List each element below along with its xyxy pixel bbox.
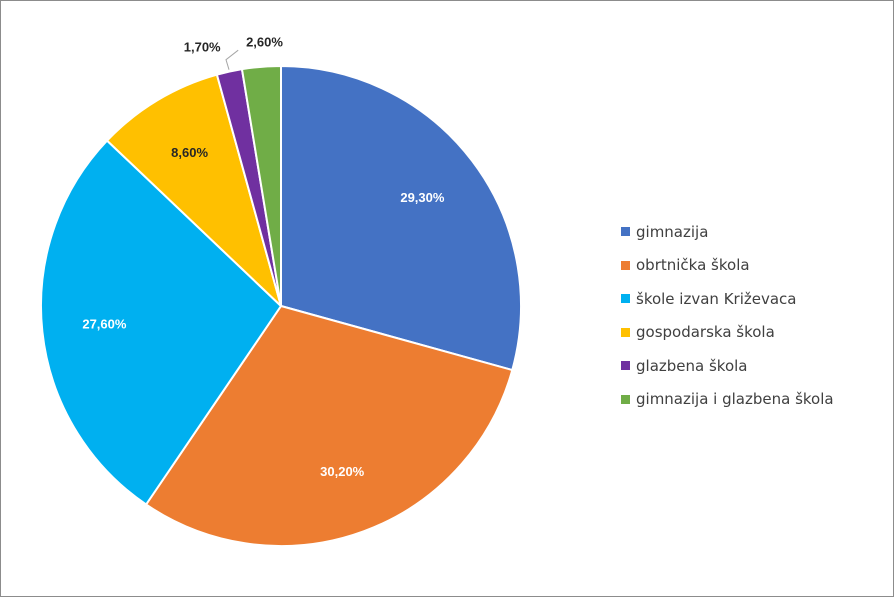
legend-item: škole izvan Križevaca xyxy=(621,282,834,316)
slice-label: 8,60% xyxy=(171,145,208,160)
leader-line xyxy=(225,49,239,70)
legend-item: gimnazija xyxy=(621,215,834,249)
slice-label: 29,30% xyxy=(400,190,445,205)
slice-label: 1,70% xyxy=(184,40,221,55)
pie-slice xyxy=(240,65,282,307)
legend-label: gimnazija i glazbena škola xyxy=(636,390,834,409)
slice-label: 2,60% xyxy=(246,34,283,49)
legend-label: glazbena škola xyxy=(636,356,748,375)
legend-swatch xyxy=(621,361,630,371)
legend-swatch xyxy=(621,394,630,404)
pie-slice xyxy=(145,305,514,547)
legend-swatch xyxy=(621,227,630,237)
slice-label: 27,60% xyxy=(82,316,127,331)
pie-slice xyxy=(280,65,522,372)
legend-item: gospodarska škola xyxy=(621,316,834,350)
pie-slice xyxy=(40,139,282,506)
legend-swatch xyxy=(621,260,630,270)
slice-label: 30,20% xyxy=(320,464,365,479)
legend-swatch xyxy=(621,327,630,337)
legend-label: obrtnička škola xyxy=(636,256,750,275)
pie-slice xyxy=(106,73,282,307)
legend-label: škole izvan Križevaca xyxy=(636,289,797,308)
legend-label: gimnazija xyxy=(636,222,709,241)
legend: gimnazija obrtnička škola škole izvan Križ… xyxy=(621,215,834,416)
legend-label: gospodarska škola xyxy=(636,323,775,342)
legend-item: glazbena škola xyxy=(621,349,834,383)
legend-item: gimnazija i glazbena škola xyxy=(621,383,834,417)
legend-swatch xyxy=(621,294,630,304)
legend-item: obrtnička škola xyxy=(621,249,834,283)
